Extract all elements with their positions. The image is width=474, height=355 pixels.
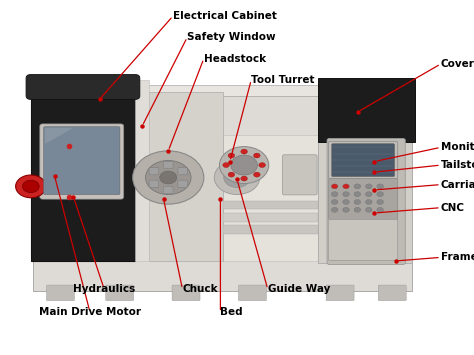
- Circle shape: [214, 160, 260, 195]
- FancyBboxPatch shape: [40, 124, 124, 199]
- Circle shape: [377, 207, 383, 212]
- Polygon shape: [223, 201, 318, 209]
- Circle shape: [22, 180, 39, 193]
- Circle shape: [331, 200, 338, 204]
- Circle shape: [228, 153, 235, 158]
- Text: Tailstock: Tailstock: [441, 160, 474, 170]
- Text: Headstock: Headstock: [204, 54, 266, 64]
- Circle shape: [343, 192, 349, 197]
- Circle shape: [365, 200, 372, 204]
- Text: Bed: Bed: [220, 307, 243, 317]
- Circle shape: [16, 175, 46, 198]
- Polygon shape: [223, 225, 318, 234]
- Polygon shape: [223, 135, 318, 261]
- Circle shape: [377, 184, 383, 189]
- Circle shape: [377, 200, 383, 204]
- Circle shape: [343, 184, 349, 189]
- Circle shape: [224, 168, 250, 187]
- Circle shape: [146, 160, 191, 195]
- FancyBboxPatch shape: [327, 138, 405, 264]
- Polygon shape: [135, 80, 149, 261]
- Polygon shape: [31, 80, 135, 261]
- Text: Carriage: Carriage: [441, 180, 474, 190]
- Circle shape: [365, 207, 372, 212]
- FancyBboxPatch shape: [164, 186, 173, 193]
- Circle shape: [331, 184, 338, 189]
- FancyBboxPatch shape: [46, 285, 74, 301]
- FancyBboxPatch shape: [26, 75, 140, 99]
- Polygon shape: [318, 78, 415, 142]
- FancyBboxPatch shape: [178, 168, 187, 175]
- FancyBboxPatch shape: [44, 127, 120, 195]
- Circle shape: [219, 147, 269, 184]
- FancyBboxPatch shape: [332, 144, 394, 176]
- Text: Cover: Cover: [441, 59, 474, 69]
- FancyBboxPatch shape: [326, 285, 354, 301]
- Circle shape: [354, 207, 361, 212]
- FancyBboxPatch shape: [328, 179, 398, 220]
- Text: Tool Turret: Tool Turret: [251, 75, 315, 85]
- Circle shape: [160, 171, 177, 184]
- Text: Frame: Frame: [441, 252, 474, 262]
- Text: Guide Way: Guide Way: [268, 284, 330, 294]
- FancyBboxPatch shape: [328, 141, 398, 179]
- Circle shape: [133, 151, 204, 204]
- Text: CNC: CNC: [441, 203, 465, 213]
- Circle shape: [343, 200, 349, 204]
- Circle shape: [241, 176, 247, 181]
- Polygon shape: [223, 213, 318, 222]
- FancyBboxPatch shape: [283, 155, 317, 195]
- Circle shape: [254, 153, 260, 158]
- Circle shape: [354, 184, 361, 189]
- Text: Electrical Cabinet: Electrical Cabinet: [173, 11, 277, 21]
- Circle shape: [231, 155, 257, 175]
- Polygon shape: [149, 92, 223, 261]
- Circle shape: [343, 207, 349, 212]
- FancyBboxPatch shape: [328, 219, 398, 261]
- Text: Safety Window: Safety Window: [187, 32, 276, 42]
- FancyBboxPatch shape: [164, 162, 173, 169]
- FancyBboxPatch shape: [172, 285, 200, 301]
- Circle shape: [365, 184, 372, 189]
- Circle shape: [254, 172, 260, 177]
- FancyBboxPatch shape: [378, 285, 406, 301]
- Text: Chuck: Chuck: [182, 284, 218, 294]
- Circle shape: [241, 149, 247, 154]
- Circle shape: [259, 163, 265, 168]
- Polygon shape: [33, 96, 412, 291]
- FancyBboxPatch shape: [238, 285, 266, 301]
- FancyBboxPatch shape: [149, 180, 159, 187]
- Polygon shape: [45, 128, 73, 144]
- Circle shape: [331, 192, 338, 197]
- Text: Main Drive Motor: Main Drive Motor: [39, 307, 141, 317]
- Circle shape: [223, 163, 229, 168]
- Circle shape: [354, 192, 361, 197]
- FancyBboxPatch shape: [178, 180, 187, 187]
- Circle shape: [331, 207, 338, 212]
- Text: Hydraulics: Hydraulics: [73, 284, 136, 294]
- FancyBboxPatch shape: [149, 168, 159, 175]
- Text: Monitor: Monitor: [441, 142, 474, 152]
- Circle shape: [354, 200, 361, 204]
- FancyBboxPatch shape: [106, 285, 134, 301]
- Circle shape: [365, 192, 372, 197]
- Circle shape: [377, 192, 383, 197]
- Polygon shape: [318, 82, 412, 263]
- Polygon shape: [47, 85, 412, 96]
- Circle shape: [228, 172, 235, 177]
